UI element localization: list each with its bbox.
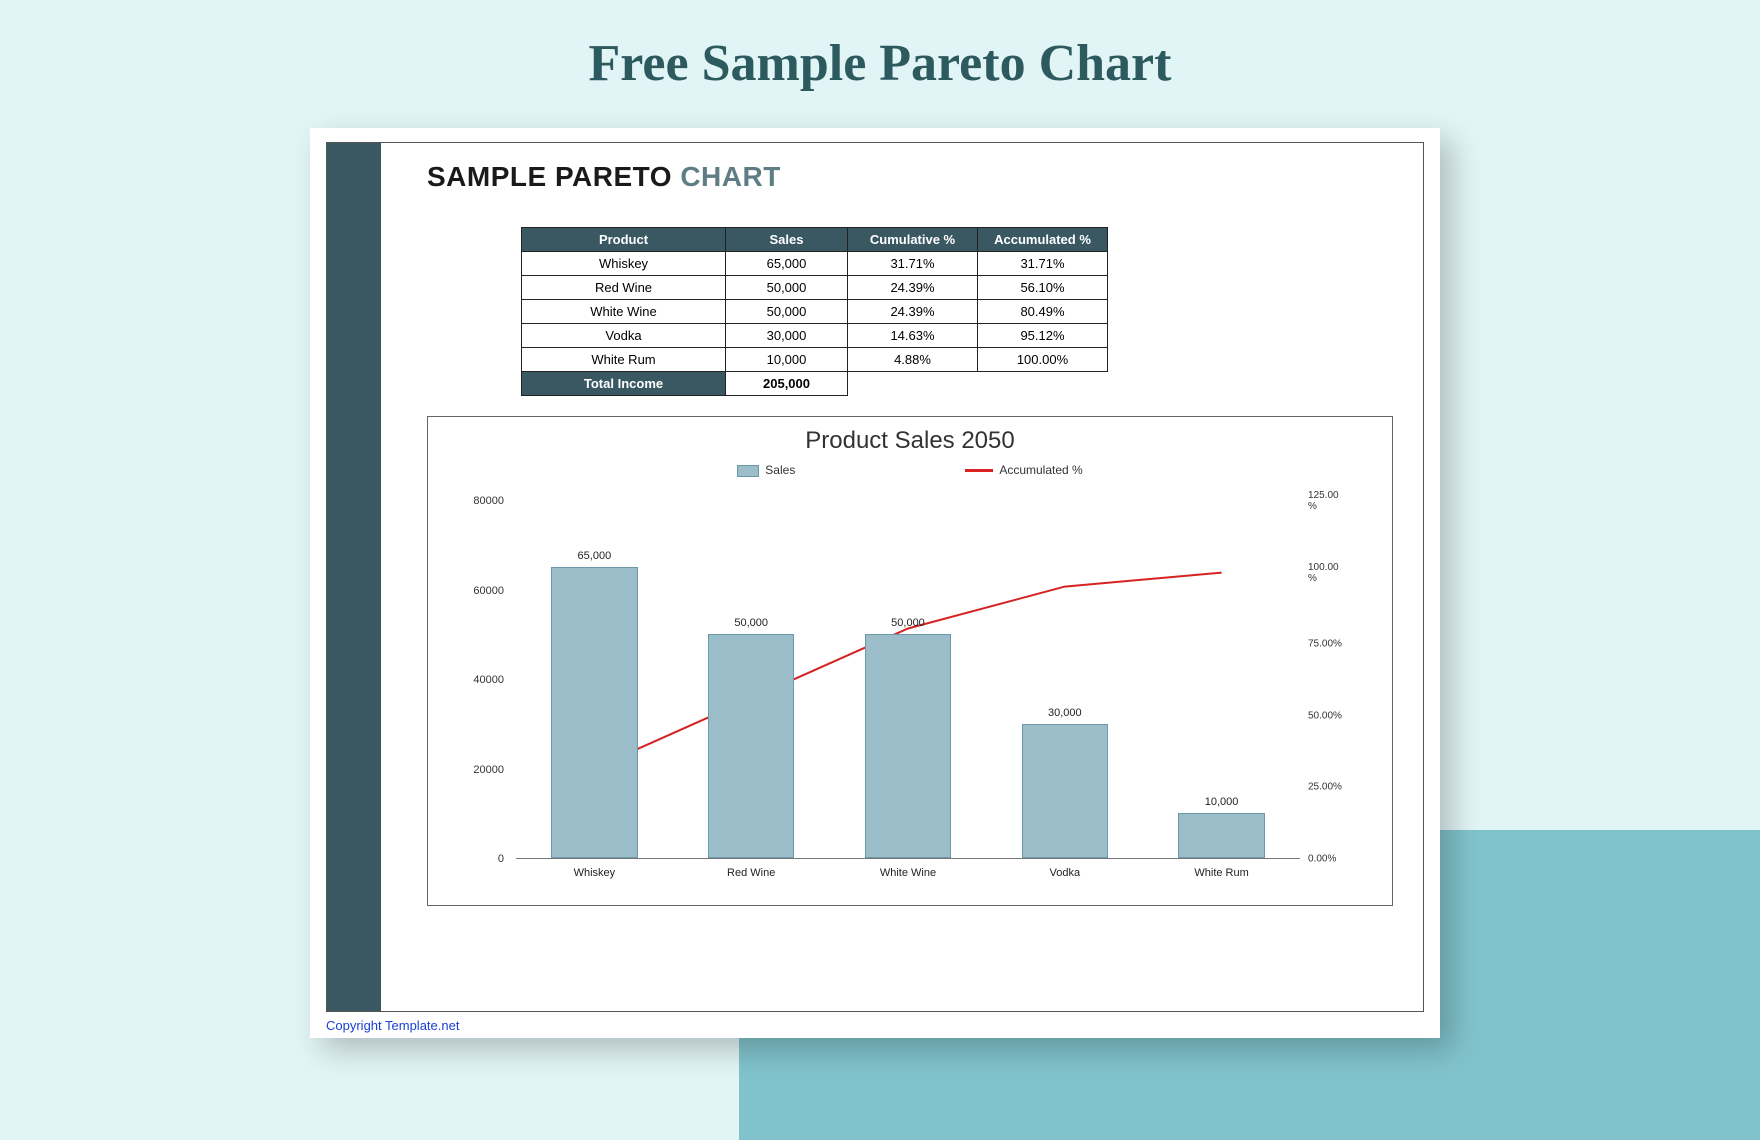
- document-frame: SAMPLE PARETO CHART Product Sales Cumula…: [326, 142, 1424, 1012]
- table-row: White Rum10,0004.88%100.00%: [522, 348, 1108, 372]
- table-cell: 31.71%: [848, 252, 978, 276]
- y-right-tick-label: 125.00 %: [1308, 490, 1339, 512]
- document-heading: SAMPLE PARETO CHART: [427, 161, 1393, 193]
- table-header-row: Product Sales Cumulative % Accumulated %: [522, 228, 1108, 252]
- bar: 65,000: [551, 567, 637, 858]
- col-header-cumulative: Cumulative %: [848, 228, 978, 252]
- bar-value-label: 10,000: [1179, 796, 1263, 808]
- y-right-tick-label: 75.00%: [1308, 639, 1342, 650]
- heading-part2: CHART: [680, 161, 781, 192]
- table-cell: 14.63%: [848, 324, 978, 348]
- legend-swatch-bar: [737, 465, 759, 477]
- table-cell: 4.88%: [848, 348, 978, 372]
- x-axis-label: Vodka: [986, 867, 1143, 879]
- y-left-tick-label: 0: [498, 853, 504, 865]
- col-header-accumulated: Accumulated %: [978, 228, 1108, 252]
- bar: 30,000: [1022, 724, 1108, 858]
- table-row: Whiskey65,00031.71%31.71%: [522, 252, 1108, 276]
- legend-series-sales: Sales: [737, 463, 795, 477]
- y-right-tick-label: 100.00 %: [1308, 562, 1339, 584]
- table-cell: 10,000: [726, 348, 848, 372]
- col-header-product: Product: [522, 228, 726, 252]
- table-cell: 24.39%: [848, 300, 978, 324]
- table-cell: Red Wine: [522, 276, 726, 300]
- footer-label: Total Income: [522, 372, 726, 396]
- table-cell: 95.12%: [978, 324, 1108, 348]
- bar: 50,000: [708, 634, 794, 858]
- table-cell: White Rum: [522, 348, 726, 372]
- axis-right: 0.00%25.00%50.00%75.00%100.00 %125.00 %: [1304, 501, 1374, 859]
- table-body: Whiskey65,00031.71%31.71%Red Wine50,0002…: [522, 252, 1108, 372]
- document-card: SAMPLE PARETO CHART Product Sales Cumula…: [310, 128, 1440, 1038]
- table-row: Vodka30,00014.63%95.12%: [522, 324, 1108, 348]
- table-cell: Vodka: [522, 324, 726, 348]
- chart-legend: Sales Accumulated %: [440, 463, 1380, 477]
- bar-value-label: 65,000: [552, 550, 636, 562]
- heading-part1: SAMPLE PARETO: [427, 161, 680, 192]
- bar: 10,000: [1178, 813, 1264, 858]
- footer-value: 205,000: [726, 372, 848, 396]
- y-right-tick-label: 50.00%: [1308, 710, 1342, 721]
- table-cell: 50,000: [726, 300, 848, 324]
- data-table: Product Sales Cumulative % Accumulated %…: [521, 227, 1108, 396]
- y-right-tick-label: 0.00%: [1308, 854, 1336, 865]
- table-cell: White Wine: [522, 300, 726, 324]
- bar-value-label: 50,000: [709, 617, 793, 629]
- y-left-tick-label: 40000: [473, 674, 504, 686]
- col-header-sales: Sales: [726, 228, 848, 252]
- table-cell: Whiskey: [522, 252, 726, 276]
- y-right-tick-label: 25.00%: [1308, 782, 1342, 793]
- y-left-tick-label: 80000: [473, 495, 504, 507]
- legend-series-accumulated: Accumulated %: [965, 463, 1082, 477]
- side-stripe: [327, 143, 381, 1011]
- y-left-tick-label: 20000: [473, 764, 504, 776]
- table-footer-row: Total Income 205,000: [522, 372, 1108, 396]
- table-cell: 24.39%: [848, 276, 978, 300]
- legend-swatch-line: [965, 469, 993, 472]
- x-axis-label: Red Wine: [673, 867, 830, 879]
- x-axis-label: White Rum: [1143, 867, 1300, 879]
- page-title: Free Sample Pareto Chart: [0, 34, 1760, 93]
- document-body: SAMPLE PARETO CHART Product Sales Cumula…: [381, 143, 1423, 1011]
- copyright-text: Copyright Template.net: [326, 1018, 1424, 1033]
- table-cell: 30,000: [726, 324, 848, 348]
- chart-box: Product Sales 2050 Sales Accumulated % 0…: [427, 416, 1393, 906]
- table-cell: 50,000: [726, 276, 848, 300]
- table-cell: 31.71%: [978, 252, 1108, 276]
- x-axis-label: White Wine: [830, 867, 987, 879]
- table-row: White Wine50,00024.39%80.49%: [522, 300, 1108, 324]
- table-cell: 100.00%: [978, 348, 1108, 372]
- plot-area: 65,000Whiskey50,000Red Wine50,000White W…: [516, 501, 1300, 859]
- table-cell: 80.49%: [978, 300, 1108, 324]
- table-cell: 56.10%: [978, 276, 1108, 300]
- bar-value-label: 50,000: [866, 617, 950, 629]
- table-row: Red Wine50,00024.39%56.10%: [522, 276, 1108, 300]
- x-axis-label: Whiskey: [516, 867, 673, 879]
- table-cell: 65,000: [726, 252, 848, 276]
- bar-value-label: 30,000: [1023, 707, 1107, 719]
- bar: 50,000: [865, 634, 951, 858]
- axis-left: 020000400006000080000: [448, 501, 508, 859]
- chart-title: Product Sales 2050: [440, 427, 1380, 455]
- y-left-tick-label: 60000: [473, 585, 504, 597]
